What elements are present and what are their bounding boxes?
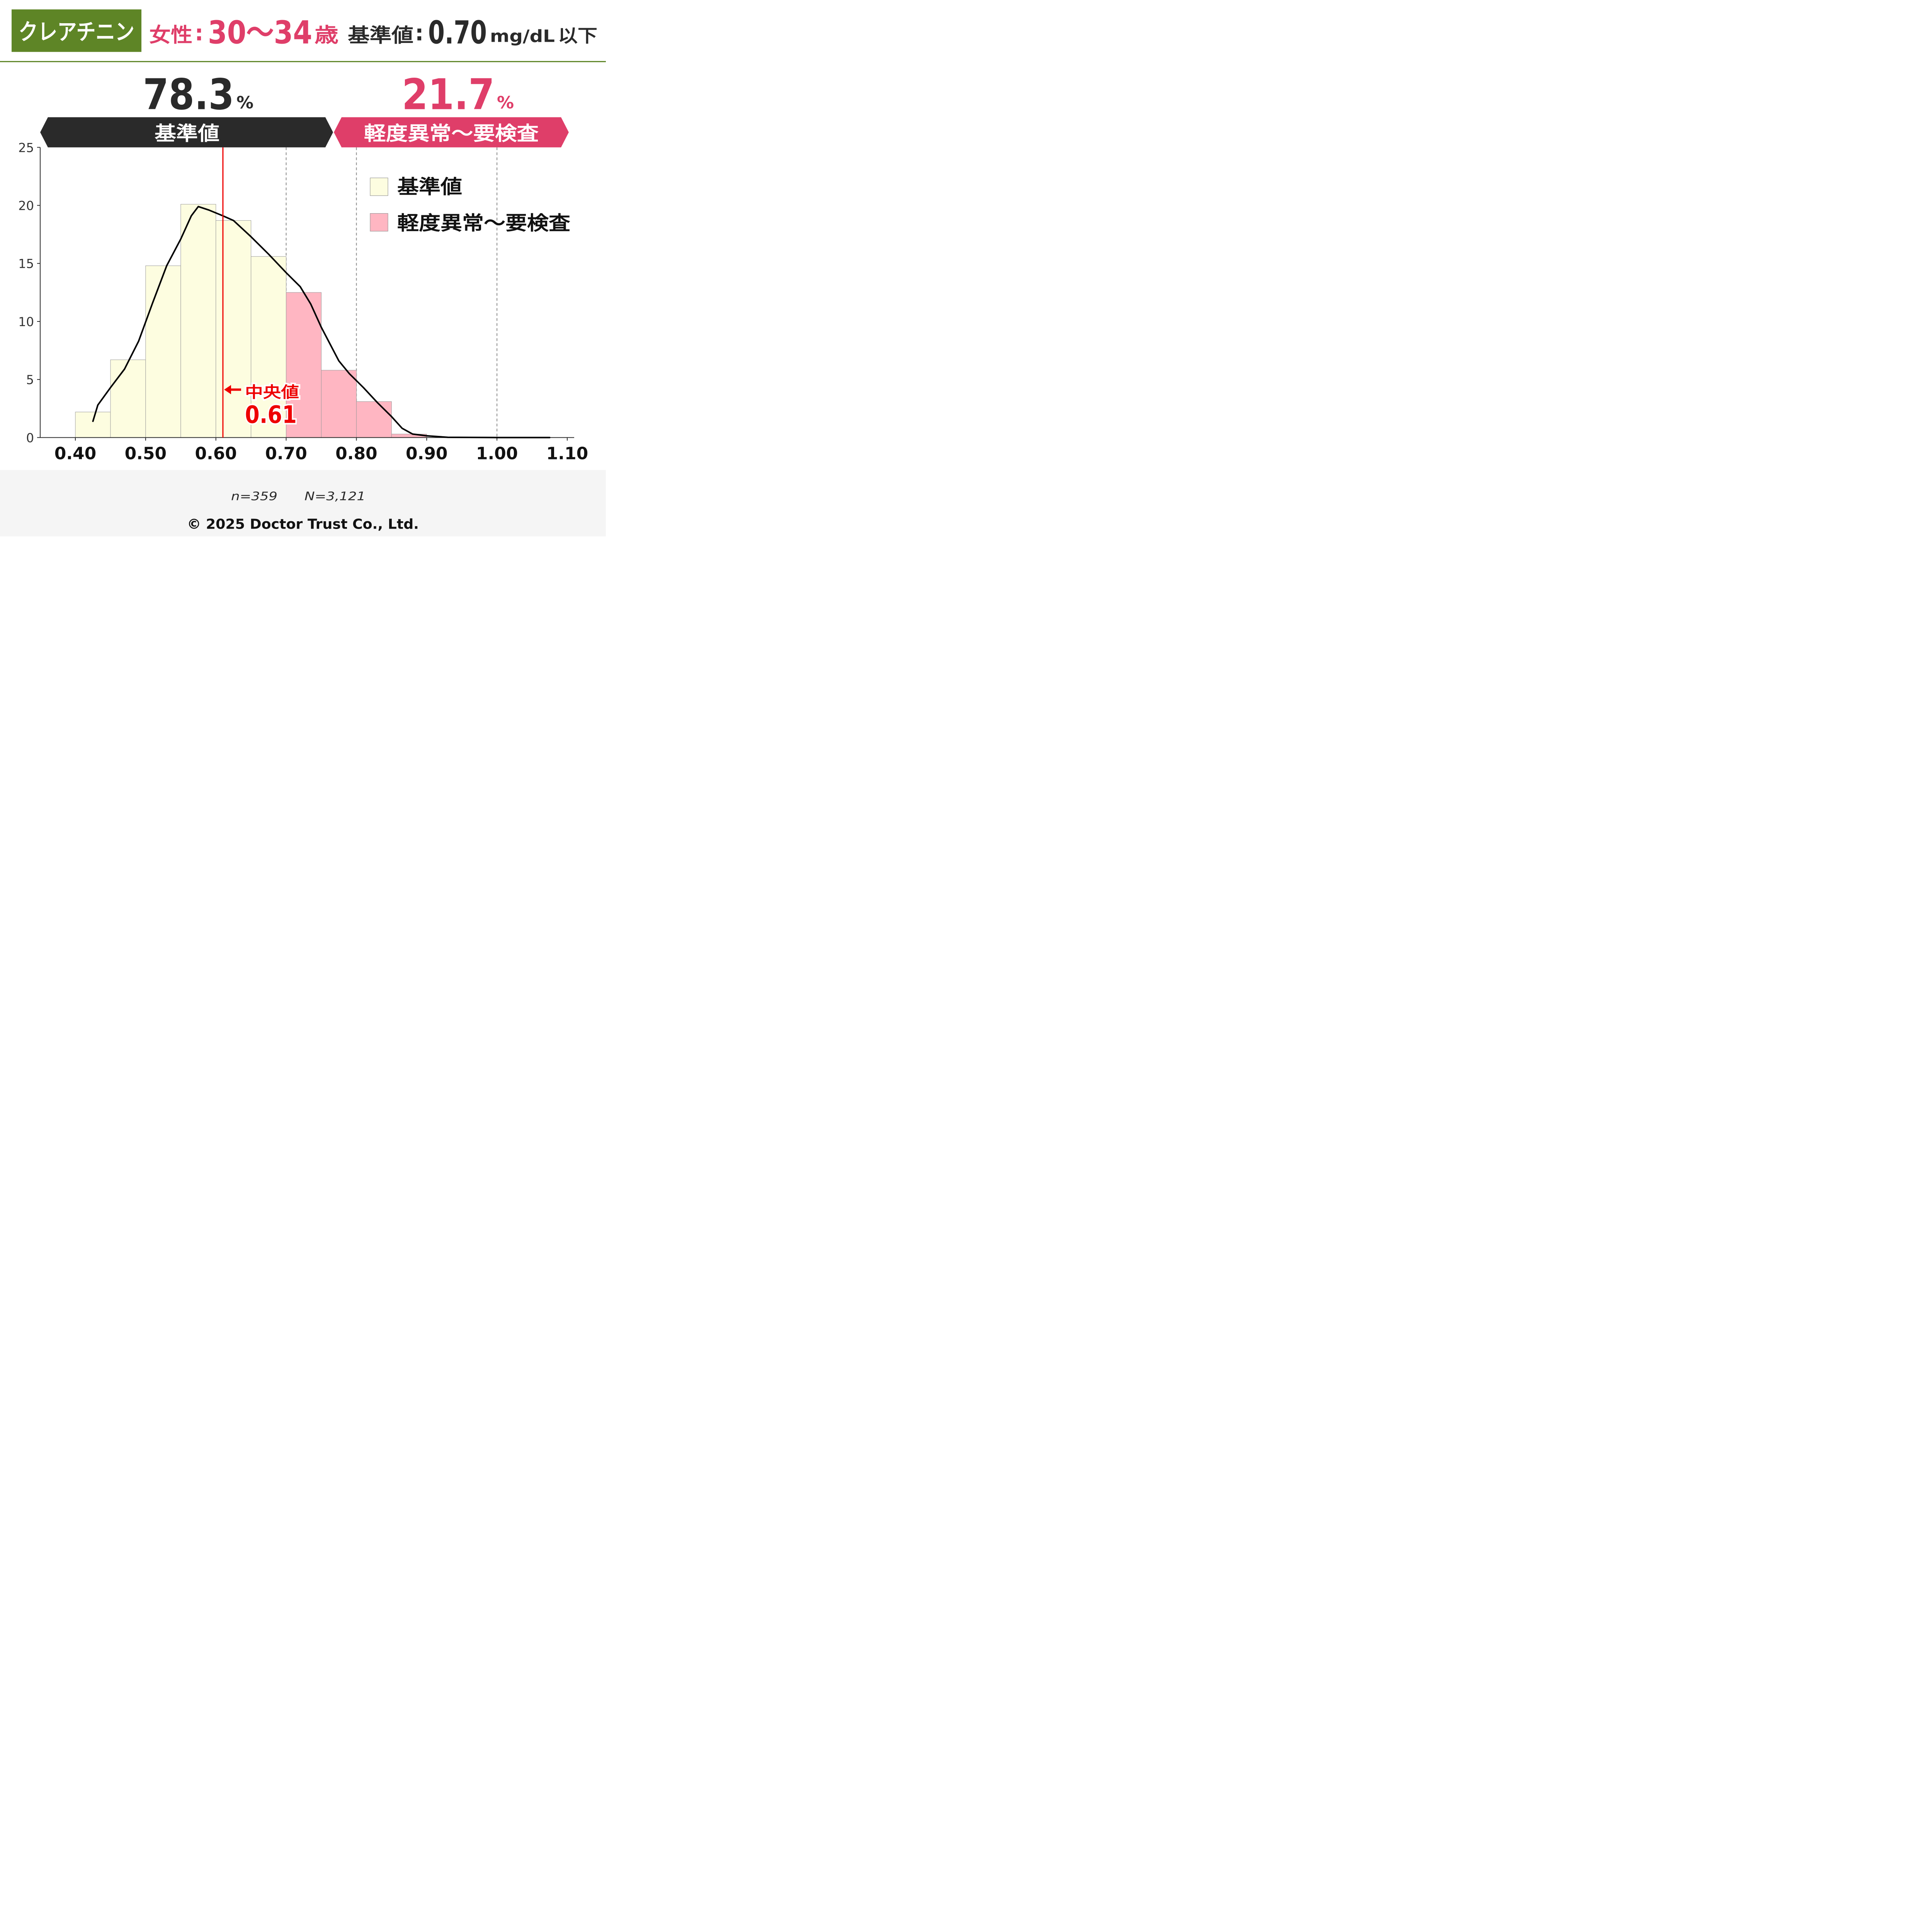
abnormal-banner [333,117,569,148]
reference-value: 0.70 [428,14,487,51]
x-tick-labels: 0.40 0.50 0.60 0.70 0.80 0.90 1.00 1.10 [54,437,588,463]
median-arrow-icon [224,385,231,395]
y-tick-label: 15 [18,257,34,271]
copyright: © 2025 Doctor Trust Co., Ltd. [187,516,419,532]
legend-normal-label: 基準値 [397,175,462,198]
legend-abnormal-swatch [370,213,388,231]
histogram-bar [145,265,181,438]
chart-canvas: クレアチニン 女性 : 30～34 歳 基準値 : 0.70 mg/dL 以下 … [0,9,606,537]
test-name: クレアチニン [19,19,134,45]
histogram-bar [321,370,357,438]
x-tick-label: 1.00 [476,444,518,463]
legend-normal-swatch [370,177,388,196]
y-tick-label: 10 [18,315,34,329]
histogram-bar [216,220,252,438]
x-tick-label: 0.90 [406,444,448,463]
reference-colon: : [415,20,423,46]
y-tick-label: 20 [18,199,34,213]
y-tick-label: 0 [26,430,34,445]
normal-percent: 78.3 [143,70,234,119]
density-curve-group [92,206,551,439]
histogram-bar [110,359,146,438]
histogram-bars [75,204,427,438]
sex-colon: : [195,20,203,46]
x-tick-label: 0.70 [265,444,307,463]
median-value: 0.61 [245,400,297,429]
reference-unit: mg/dL [490,26,555,46]
age-range: 30～34 [208,14,312,51]
y-tick-label: 25 [18,140,34,155]
population-size-N: N=3,121 [304,490,366,503]
age-unit: 歳 [315,24,338,47]
histogram-bar [356,401,392,438]
footer [0,470,606,537]
abnormal-percent-sign: % [497,93,514,112]
histogram-bar [75,412,111,438]
normal-banner [40,117,333,148]
x-tick-label: 0.50 [125,444,167,463]
histogram-bar [286,292,321,438]
x-tick-label: 0.80 [335,444,378,463]
histogram-bar [180,204,216,438]
x-tick-label: 1.10 [546,444,588,463]
legend-abnormal-label: 軽度異常～要検査 [397,212,570,234]
median-label: 中央値 [245,383,299,401]
reference-label: 基準値 [348,24,413,46]
reference-suffix: 以下 [558,25,597,46]
x-tick-label: 0.60 [195,444,237,463]
histogram-bar [251,256,287,438]
normal-percent-sign: % [236,93,253,112]
sample-size-n: n=359 [231,490,277,503]
normal-banner-label: 基準値 [155,122,219,145]
abnormal-banner-label: 軽度異常～要検査 [364,122,539,145]
x-tick-label: 0.40 [54,444,97,463]
density-curve [92,206,551,439]
test-name-badge [11,9,141,52]
y-tick-label: 5 [26,372,34,387]
sex-label: 女性 [149,24,192,47]
y-tick-labels: 0 5 10 15 20 25 [18,140,40,445]
abnormal-percent: 21.7 [402,70,495,119]
